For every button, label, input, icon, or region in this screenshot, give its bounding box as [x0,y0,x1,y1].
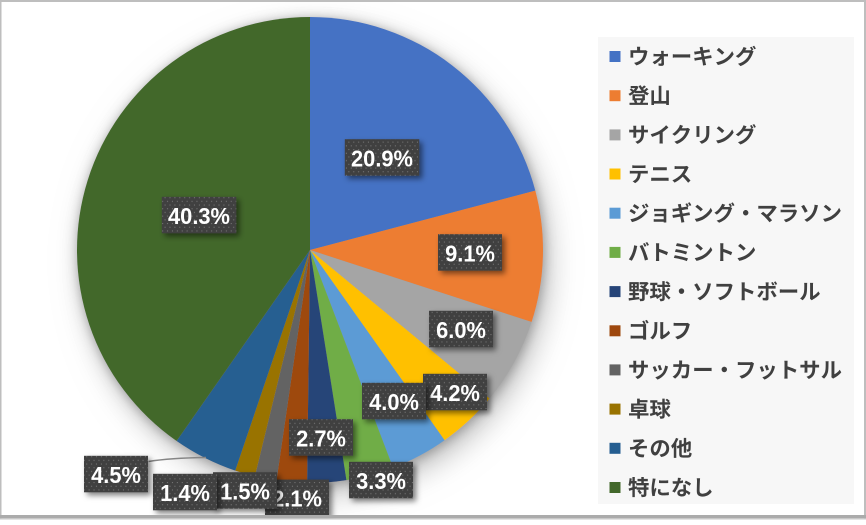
svg-text:20.9%: 20.9% [351,145,413,172]
svg-text:9.1%: 9.1% [445,240,495,267]
svg-text:4.2%: 4.2% [430,379,480,406]
svg-text:2.1%: 2.1% [272,485,322,512]
svg-text:6.0%: 6.0% [436,316,486,343]
svg-text:3.3%: 3.3% [356,467,406,494]
svg-text:2.7%: 2.7% [296,425,346,452]
svg-text:1.4%: 1.4% [160,479,210,506]
svg-text:40.3%: 40.3% [168,202,230,229]
svg-text:4.0%: 4.0% [369,388,419,415]
svg-text:4.5%: 4.5% [91,461,141,488]
svg-text:1.5%: 1.5% [220,478,270,505]
